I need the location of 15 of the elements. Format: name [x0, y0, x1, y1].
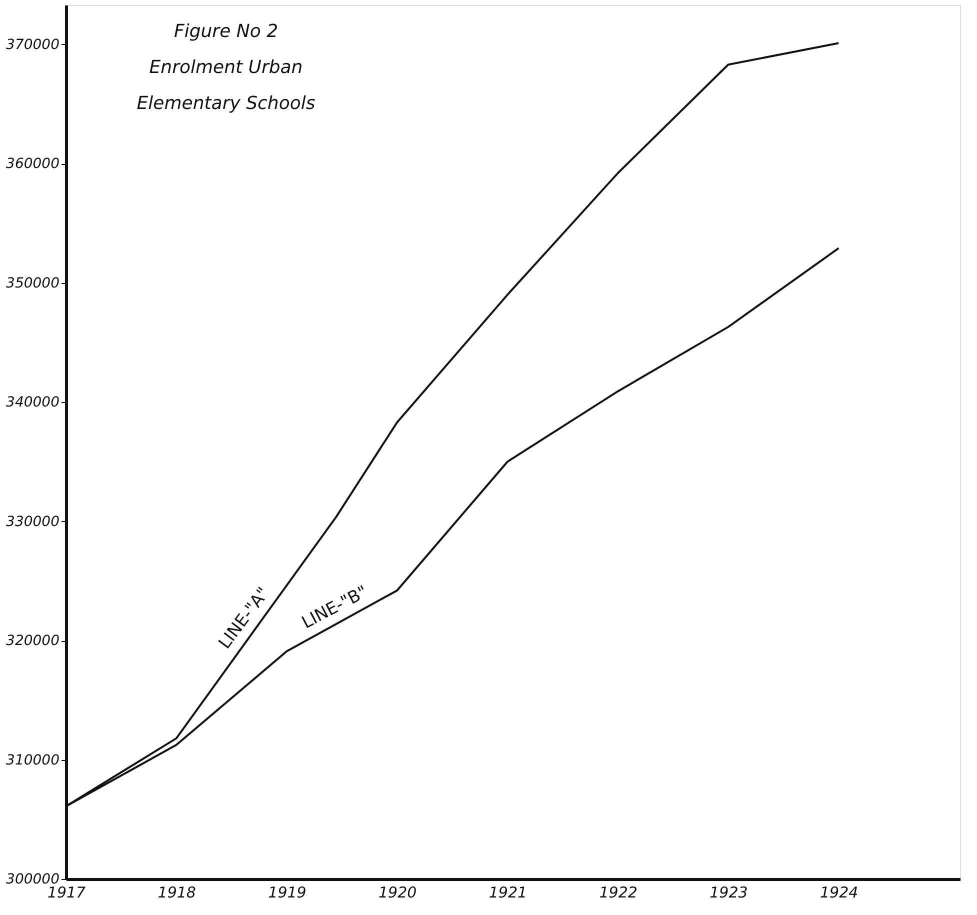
x-tick-label: 1920: [378, 884, 417, 902]
y-tick-label: 370000: [6, 36, 60, 53]
x-tick-label: 1918: [158, 884, 196, 902]
y-tick-label: 350000: [6, 275, 60, 292]
x-tick-label: 1922: [599, 884, 638, 902]
y-tick-label: 320000: [6, 633, 60, 650]
y-tick-label: 330000: [6, 514, 60, 530]
y-tick-label: 360000: [6, 156, 60, 172]
x-tick-label: 1923: [710, 884, 748, 902]
y-tick-label: 310000: [6, 752, 60, 768]
x-tick-label: 1921: [488, 884, 528, 902]
x-tick-label: 1919: [268, 884, 306, 902]
x-tick-label: 1924: [820, 884, 858, 902]
y-tick-label: 340000: [6, 394, 60, 411]
text: Figure No 2 Enrolment Urban Elementary Schools: [136, 21, 316, 114]
